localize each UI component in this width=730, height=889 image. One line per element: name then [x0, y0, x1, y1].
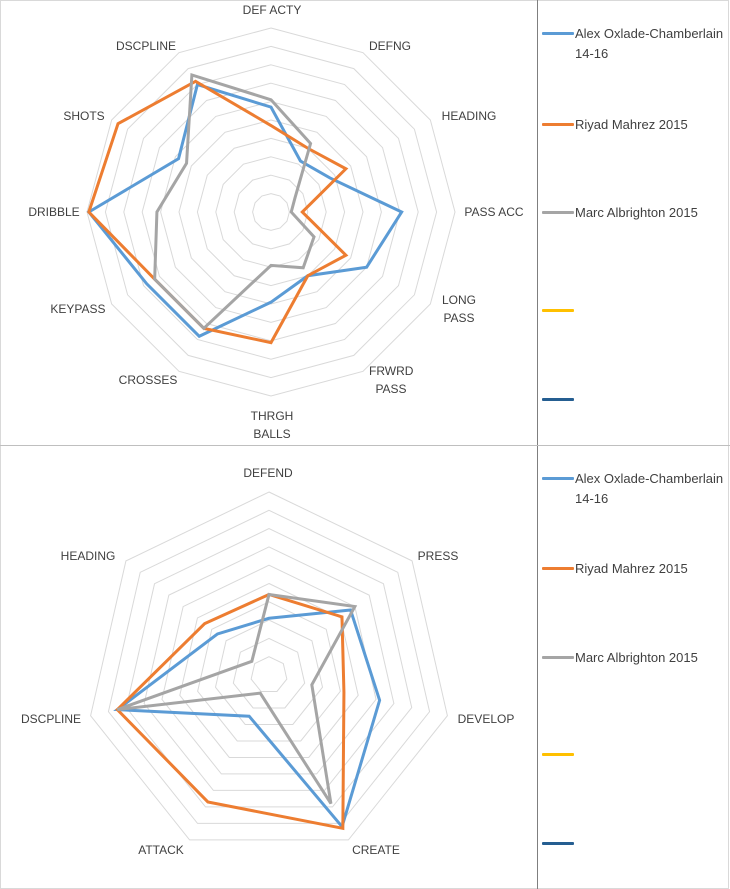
radar-chart-attributes [86, 27, 456, 397]
series-line-alex-oxlade-chamberlain-14-16 [113, 608, 382, 830]
legend-line-icon [542, 123, 574, 126]
grid-ring [161, 564, 377, 775]
axis-label-press: PRESS [417, 549, 459, 563]
legend-line-icon [542, 842, 574, 845]
axis-label-create: CREATE [352, 843, 400, 857]
grid-ring [86, 27, 456, 397]
grid-ring [233, 174, 309, 250]
grid-ring [252, 193, 290, 231]
legend-label: Alex Oxlade-Chamberlain 14-16 [575, 471, 724, 506]
axis-label-pass-acc: PASS ACC [464, 205, 524, 219]
legend-item[interactable]: Alex Oxlade-Chamberlain 14-16 [542, 469, 725, 509]
legend-item[interactable]: Alex Oxlade-Chamberlain 14-16 [542, 24, 725, 64]
axis-label-frwrd-pass: FRWRD PASS [369, 364, 414, 396]
axis-label-crosses: CROSSES [118, 373, 178, 387]
legend-line-icon [542, 398, 574, 401]
legend-line-icon [542, 309, 574, 312]
legend-item[interactable] [542, 745, 575, 756]
grid-ring [214, 619, 324, 725]
axis-label-attack: ATTACK [138, 843, 184, 857]
legend-label: Riyad Mahrez 2015 [575, 561, 688, 576]
series-line-marc-albrighton-2015 [116, 592, 358, 805]
grid-ring [104, 45, 438, 379]
axis-label-dribble: DRIBBLE [28, 205, 80, 219]
axis-label-keypass: KEYPASS [50, 302, 106, 316]
grid-ring [123, 64, 419, 360]
legend-label: Alex Oxlade-Chamberlain 14-16 [575, 26, 724, 61]
legend-label: Marc Albrighton 2015 [575, 650, 698, 665]
grid-ring [196, 137, 346, 287]
axis-label-develop: DEVELOP [457, 712, 515, 726]
axis-label-defng: DEFNG [369, 39, 411, 53]
legend-item[interactable] [542, 301, 575, 312]
legend-line-icon [542, 753, 574, 756]
grid-ring [178, 119, 364, 305]
legend-line-icon [542, 477, 574, 480]
axis-label-thrgh-balls: THRGH BALLS [250, 409, 294, 441]
legend-item[interactable]: Marc Albrighton 2015 [542, 648, 698, 668]
legend-item[interactable]: Riyad Mahrez 2015 [542, 559, 688, 579]
axis-label-long-pass: LONG PASS [441, 293, 476, 325]
axis-label-heading: HEADING [60, 549, 116, 563]
grid-ring [232, 637, 306, 709]
radar-chart-roles [90, 491, 448, 841]
grid-ring [90, 491, 448, 841]
grid-ring [179, 582, 359, 758]
legend-item[interactable] [542, 834, 575, 845]
legend-item[interactable] [542, 390, 575, 401]
grid-ring [143, 546, 395, 791]
grid-ring [250, 656, 288, 692]
axis-label-dscpline: DSCPLINE [115, 39, 177, 53]
axis-label-heading: HEADING [441, 109, 497, 123]
series-line-alex-oxlade-chamberlain-14-16 [86, 82, 404, 339]
legend-label: Riyad Mahrez 2015 [575, 117, 688, 132]
grid-ring [160, 101, 382, 323]
series-line-marc-albrighton-2015 [153, 72, 316, 331]
legend-item[interactable]: Marc Albrighton 2015 [542, 203, 698, 223]
axis-label-defend: DEFEND [243, 466, 293, 480]
legend-line-icon [542, 656, 574, 659]
legend-line-icon [542, 32, 574, 35]
axis-label-dscpline: DSCPLINE [20, 712, 82, 726]
legend-label: Marc Albrighton 2015 [575, 205, 698, 220]
grid-ring [107, 509, 431, 824]
legend-item[interactable]: Riyad Mahrez 2015 [542, 115, 688, 135]
grid-ring [125, 528, 413, 808]
axis-label-shots: SHOTS [63, 109, 105, 123]
axis-label-def-acty: DEF ACTY [242, 3, 302, 17]
legend-line-icon [542, 567, 574, 570]
legend-line-icon [542, 211, 574, 214]
